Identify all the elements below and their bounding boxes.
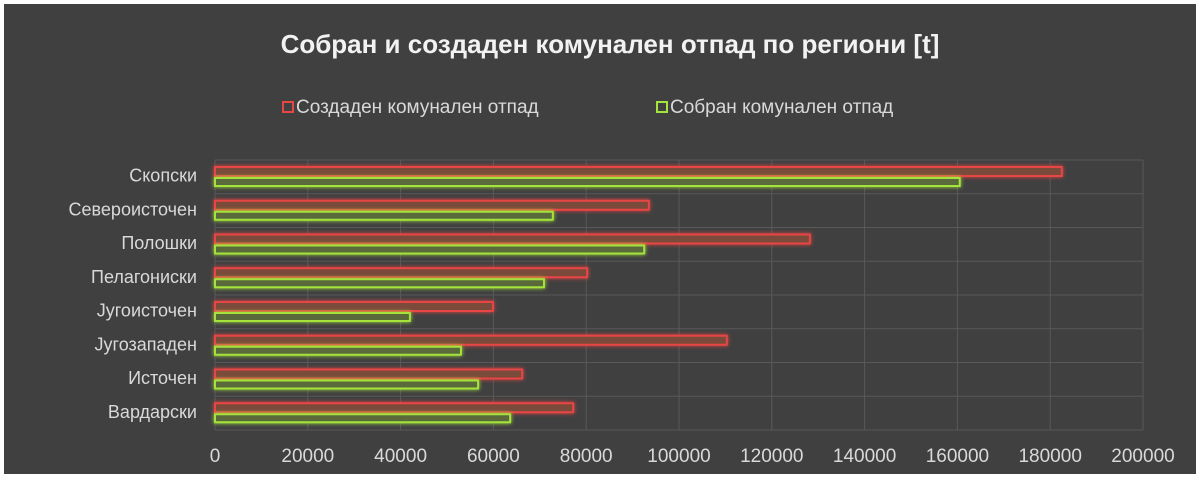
- bar: [214, 233, 811, 245]
- chart-title: Собран и создаден комунален отпад по рег…: [281, 29, 940, 59]
- y-tick-label: Полошки: [121, 233, 197, 253]
- bar: [214, 379, 480, 390]
- bar: [214, 301, 494, 312]
- legend-label: Собран комунален отпад: [670, 97, 893, 118]
- bar: [214, 166, 1063, 177]
- bar: [214, 345, 462, 356]
- bar: [214, 199, 650, 211]
- x-tick-label: 60000: [467, 446, 520, 467]
- bar: [214, 413, 512, 424]
- y-tick-label: Југозападен: [95, 334, 197, 354]
- y-tick-label: Југоисточен: [97, 301, 197, 321]
- x-tick-label: 140000: [833, 446, 896, 467]
- bar: [214, 334, 728, 346]
- bar: [214, 368, 524, 380]
- legend-label: Создаден комунален отпад: [296, 97, 539, 118]
- bar: [214, 267, 589, 279]
- x-tick-label: 160000: [926, 446, 989, 467]
- y-tick-label: Источен: [128, 368, 197, 388]
- x-tick-label: 80000: [560, 446, 613, 467]
- x-tick-label: 40000: [374, 446, 427, 467]
- x-tick-label: 180000: [1018, 446, 1081, 467]
- bar: [214, 312, 411, 322]
- bar: [214, 244, 646, 255]
- y-tick-label: Скопски: [129, 166, 197, 186]
- legend-swatch: [656, 101, 668, 113]
- x-tick-label: 120000: [740, 446, 803, 467]
- y-tick-label: Североисточен: [69, 199, 197, 219]
- bar: [214, 177, 961, 187]
- x-tick-label: 100000: [647, 446, 710, 467]
- y-tick-label: Вардарски: [108, 402, 197, 422]
- bar: [214, 402, 575, 414]
- legend-swatch: [282, 101, 294, 113]
- bar: [214, 210, 554, 221]
- x-tick-label: 0: [210, 446, 221, 467]
- x-tick-label: 200000: [1111, 446, 1174, 467]
- y-tick-label: Пелагониски: [91, 267, 197, 287]
- x-tick-label: 20000: [281, 446, 334, 467]
- bar: [214, 278, 545, 289]
